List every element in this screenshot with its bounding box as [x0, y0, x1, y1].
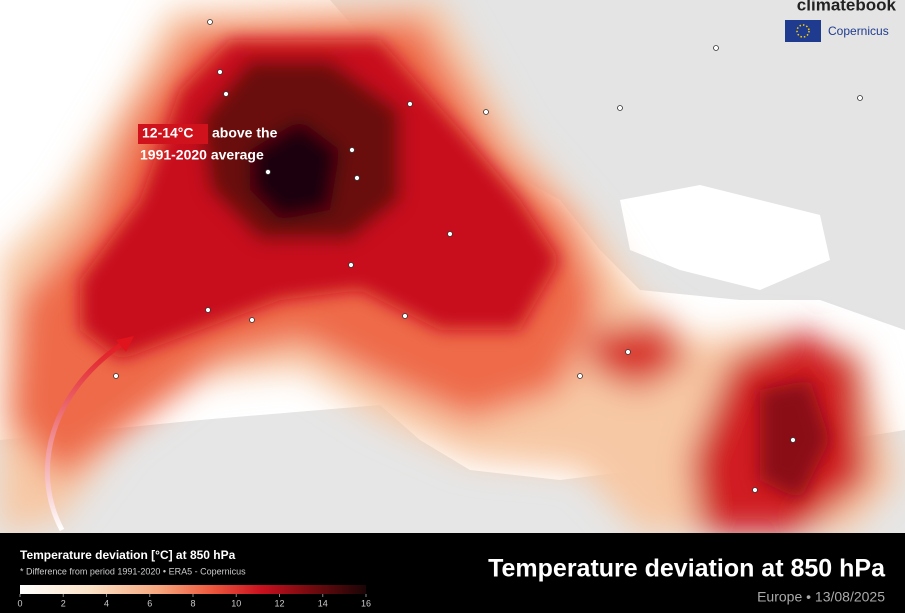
brand-name: climatebook — [797, 0, 897, 14]
footer-subtitle: Europe • 13/08/2025 — [757, 589, 885, 605]
footer: Temperature deviation [°C] at 850 hPa * … — [0, 533, 905, 613]
city-markers — [113, 19, 863, 493]
arrow-head — [116, 336, 134, 352]
colorbar-tick-label: 2 — [61, 598, 66, 608]
colorbar-tick-label: 0 — [17, 598, 22, 608]
arrow — [44, 337, 130, 532]
colorbar-tick-label: 6 — [147, 598, 152, 608]
colorbar — [20, 585, 366, 594]
colorbar-tick-label: 14 — [318, 598, 328, 608]
legend-note: * Difference from period 1991-2020 • ERA… — [20, 566, 246, 576]
annotation-line: 1991-2020 average — [140, 147, 264, 163]
annotation-highlight: 12-14°C — [142, 125, 194, 141]
eu-flag — [785, 20, 821, 42]
footer-title: Temperature deviation at 850 hPa — [488, 555, 886, 583]
colorbar-tick-label: 4 — [104, 598, 109, 608]
colorbar-tick-label: 10 — [231, 598, 241, 608]
highlight-box — [138, 124, 208, 144]
legend-title: Temperature deviation [°C] at 850 hPa — [20, 548, 236, 562]
colorbar-tick-label: 16 — [361, 598, 371, 608]
map: 12-14°C above the 1991-2020 average clim… — [0, 0, 905, 533]
colorbar-tick-label: 8 — [190, 598, 195, 608]
colorbar-tick-label: 12 — [274, 598, 284, 608]
annotation-line: above the — [212, 125, 278, 141]
partner-name: Copernicus — [828, 24, 889, 38]
